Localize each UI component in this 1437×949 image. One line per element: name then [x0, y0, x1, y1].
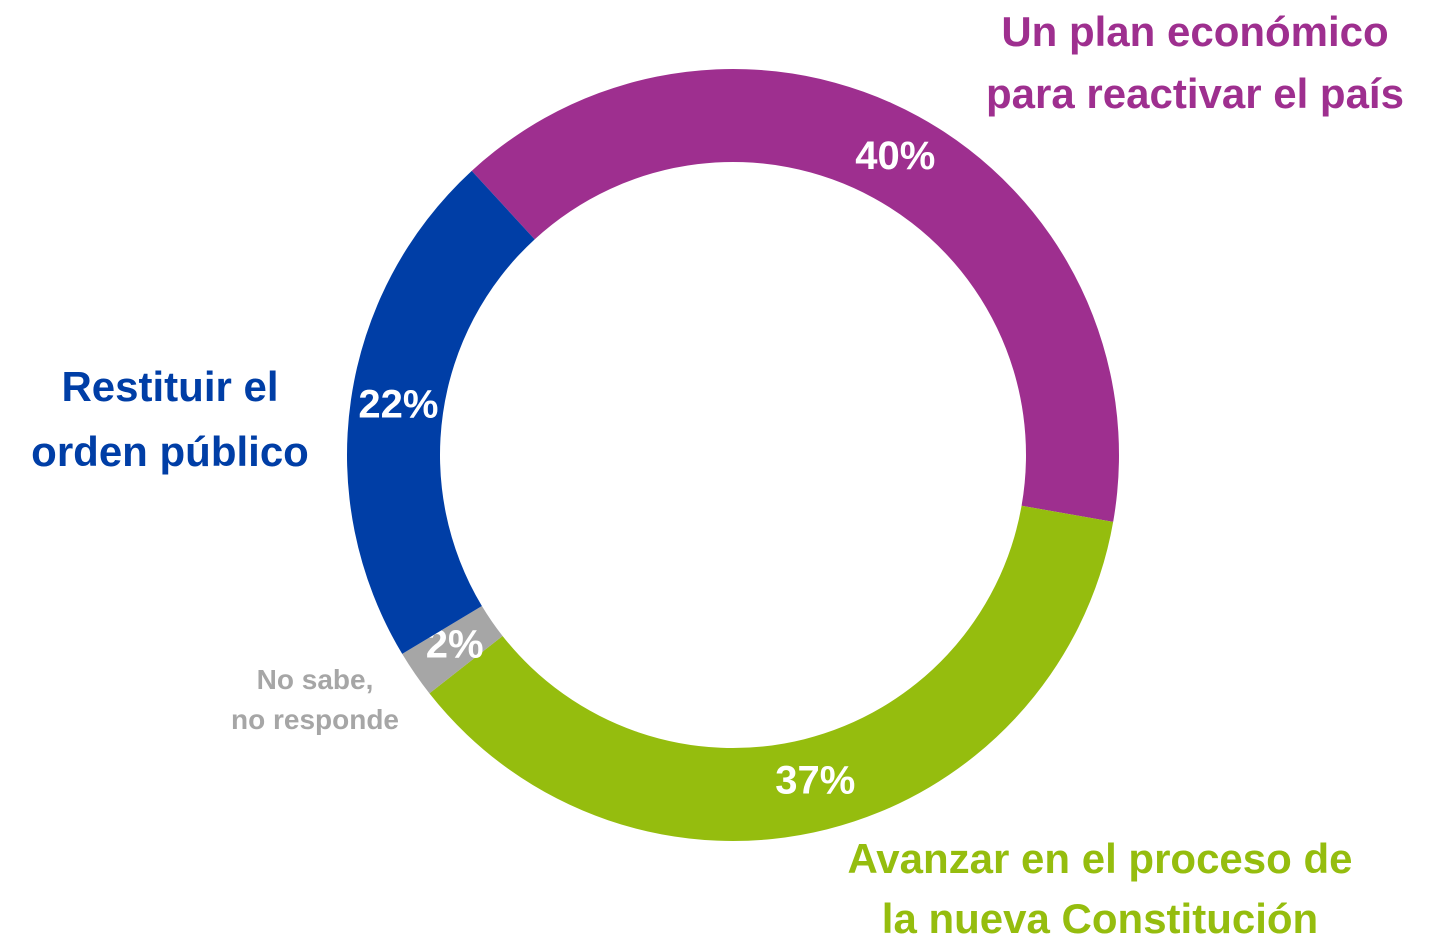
label-line: la nueva Constitución	[882, 895, 1318, 942]
label-line: orden público	[31, 428, 309, 475]
slice	[471, 69, 1120, 522]
label-line: para reactivar el país	[986, 70, 1404, 117]
slice	[346, 170, 535, 654]
label-line: Avanzar en el proceso de	[848, 835, 1353, 882]
category-label: Restituir el orden público	[31, 363, 309, 475]
slice	[402, 605, 503, 694]
slice	[429, 505, 1114, 841]
category-label: Un plan económico para reactivar el país	[986, 8, 1404, 117]
value-label: 22%	[358, 382, 438, 426]
label-line: no responde	[231, 704, 399, 735]
label-line: Un plan económico	[1001, 8, 1388, 55]
category-label: No sabe, no responde	[231, 664, 399, 735]
label-line: No sabe,	[257, 664, 374, 695]
value-label: 40%	[855, 134, 935, 178]
category-label: Avanzar en el proceso de la nueva Constit…	[848, 835, 1353, 942]
value-label: 37%	[775, 758, 855, 802]
label-line: Restituir el	[61, 363, 278, 410]
